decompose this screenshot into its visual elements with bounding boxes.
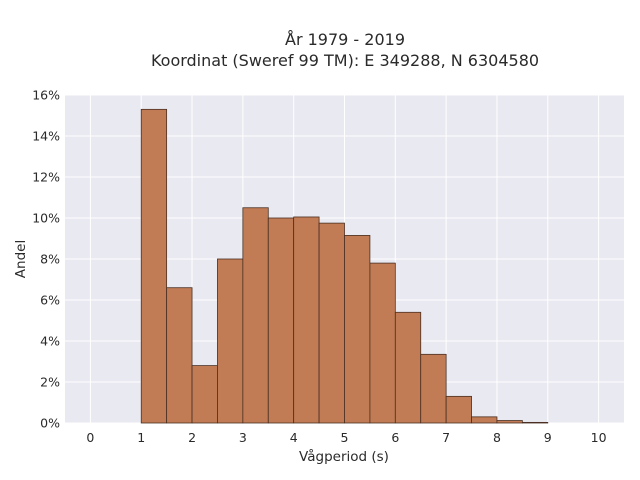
y-tick-label: 2%	[40, 375, 60, 390]
x-tick-label: 7	[442, 430, 450, 445]
y-tick-label: 12%	[32, 170, 60, 185]
x-tick-label: 9	[544, 430, 552, 445]
histogram-bar	[344, 235, 371, 424]
x-tick-label: 3	[239, 430, 247, 445]
y-tick-label: 0%	[40, 416, 60, 431]
x-axis-label: Vågperiod (s)	[299, 448, 389, 465]
y-tick-label: 14%	[32, 129, 60, 144]
chart-title-line-1: År 1979 - 2019	[285, 30, 405, 49]
histogram-bar	[140, 108, 168, 424]
y-tick-label: 8%	[40, 252, 60, 267]
y-tick-label: 10%	[32, 211, 60, 226]
histogram-bar	[318, 222, 345, 424]
x-tick-label: 4	[290, 430, 298, 445]
histogram-bar	[445, 395, 472, 424]
y-tick-label: 16%	[32, 88, 60, 103]
histogram-bar	[242, 207, 269, 424]
histogram-bar	[267, 217, 295, 424]
histogram-bar	[420, 353, 447, 424]
histogram-bar	[394, 311, 422, 424]
x-tick-label: 1	[137, 430, 145, 445]
histogram-bars	[140, 108, 549, 424]
histogram-bar	[521, 421, 549, 424]
histogram-bar	[293, 216, 320, 424]
x-tick-label: 8	[493, 430, 501, 445]
y-axis-label: Andel	[13, 240, 29, 278]
x-tick-label: 6	[391, 430, 399, 445]
y-tick-label: 6%	[40, 293, 60, 308]
x-tick-label: 5	[341, 430, 349, 445]
histogram-bar	[217, 258, 244, 424]
histogram-bar	[191, 365, 218, 424]
x-tick-label: 0	[86, 430, 94, 445]
x-tick-label: 2	[188, 430, 196, 445]
histogram-bar	[166, 287, 193, 424]
histogram-bar	[369, 262, 396, 424]
x-axis-ticks: 0 1 2 3 4 5 6 7 8 9 10	[86, 430, 606, 445]
chart-title-line-2: Koordinat (Sweref 99 TM): E 349288, N 63…	[151, 51, 539, 70]
histogram-bar	[471, 416, 498, 424]
y-axis-ticks: 0% 2% 4% 6% 8% 10% 12% 14% 16%	[32, 88, 60, 431]
y-tick-label: 4%	[40, 334, 60, 349]
x-tick-label: 10	[591, 430, 607, 445]
histogram-bar	[496, 420, 523, 424]
